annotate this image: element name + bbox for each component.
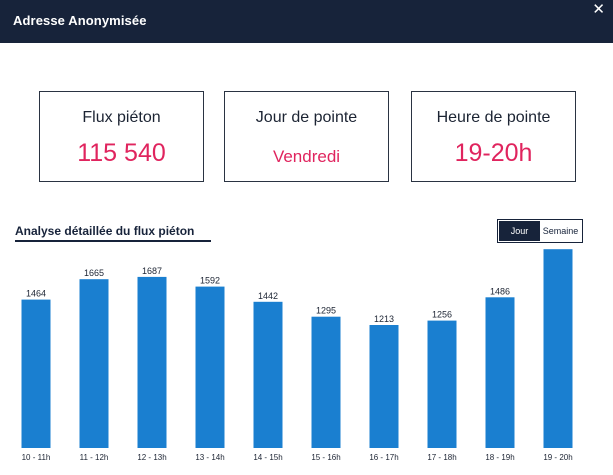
x-tick-label: 10 - 11h — [22, 453, 51, 462]
bar-value-label: 1665 — [84, 268, 104, 278]
bar-12-13h — [137, 276, 167, 448]
kpi-label: Jour de pointe — [255, 109, 358, 126]
period-toggle: Jour Semaine — [497, 219, 583, 243]
x-tick-label: 15 - 16h — [311, 453, 340, 462]
bar-value-label: 1464 — [26, 289, 46, 299]
kpi-value: 19-20h — [454, 139, 533, 167]
bar-13-14h — [195, 286, 225, 448]
kpi-card-pedestrian-flow: Flux piéton 115 540 — [39, 91, 204, 182]
pedestrian-flow-bar-chart: 1464 10 - 11h 1665 11 - 12h 1687 12 - 13h 1592… — [21, 248, 573, 462]
kpi-label: Flux piéton — [82, 109, 161, 126]
bar-18-19h — [485, 297, 515, 448]
modal-header: Adresse Anonymisée ✕ — [0, 0, 613, 43]
bar-value-label: 1592 — [200, 276, 220, 286]
x-tick-label: 11 - 12h — [80, 453, 109, 462]
bar-15-16h — [311, 316, 341, 448]
kpi-label: Heure de pointe — [436, 109, 551, 126]
bar-value-label: 1256 — [432, 310, 452, 320]
bar-value-label: 1295 — [316, 306, 336, 316]
bar-10-11h — [21, 299, 51, 448]
bar-value-label: 1442 — [258, 291, 278, 301]
bar-17-18h — [427, 320, 457, 448]
x-tick-label: 16 - 17h — [369, 453, 398, 462]
kpi-value: Vendredi — [272, 147, 341, 166]
kpi-value: 115 540 — [77, 139, 166, 167]
x-tick-label: 14 - 15h — [253, 453, 282, 462]
x-tick-label: 12 - 13h — [137, 453, 166, 462]
toggle-week-button[interactable]: Semaine — [542, 226, 579, 236]
x-tick-label: 17 - 18h — [427, 453, 456, 462]
bar-16-17h — [369, 325, 399, 448]
kpi-card-peak-day: Jour de pointe Vendredi — [224, 91, 389, 182]
kpi-card-peak-hour: Heure de pointe 19-20h — [411, 91, 576, 182]
close-icon[interactable]: ✕ — [592, 1, 605, 18]
bar-value-label: 1486 — [490, 286, 510, 296]
bar-14-15h — [253, 301, 283, 448]
toggle-day-button[interactable]: Jour — [499, 221, 540, 241]
bar-value-label: 1213 — [374, 314, 394, 324]
bar-19-20h — [543, 249, 573, 448]
section-underline — [15, 240, 211, 242]
x-tick-label: 18 - 19h — [485, 453, 514, 462]
x-tick-label: 19 - 20h — [543, 453, 572, 462]
section-title: Analyse détaillée du flux piéton — [15, 224, 195, 238]
x-tick-label: 13 - 14h — [195, 453, 224, 462]
page-title: Adresse Anonymisée — [13, 13, 147, 28]
bar-value-label: 1687 — [142, 266, 162, 276]
bar-11-12h — [79, 279, 109, 448]
